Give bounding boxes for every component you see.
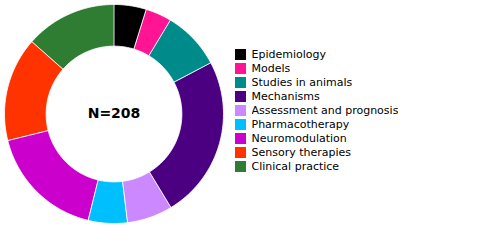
html-text:Pharmacotherapy: Pharmacotherapy bbox=[251, 117, 350, 131]
html-text:Studies in animals: Studies in animals bbox=[251, 75, 353, 89]
html-text:Clinical practice: Clinical practice bbox=[251, 159, 340, 173]
html-text:Neuromodulation: Neuromodulation bbox=[251, 131, 347, 145]
html-text:Models: Models bbox=[251, 61, 291, 75]
html-text:Epidemiology: Epidemiology bbox=[251, 47, 326, 61]
html-text:Mechanisms: Mechanisms bbox=[251, 89, 320, 103]
html-text:Sensory therapies: Sensory therapies bbox=[251, 145, 352, 159]
svg-text:N=208: N=208 bbox=[88, 105, 141, 121]
html-text:Assessment and prognosis: Assessment and prognosis bbox=[251, 103, 399, 117]
